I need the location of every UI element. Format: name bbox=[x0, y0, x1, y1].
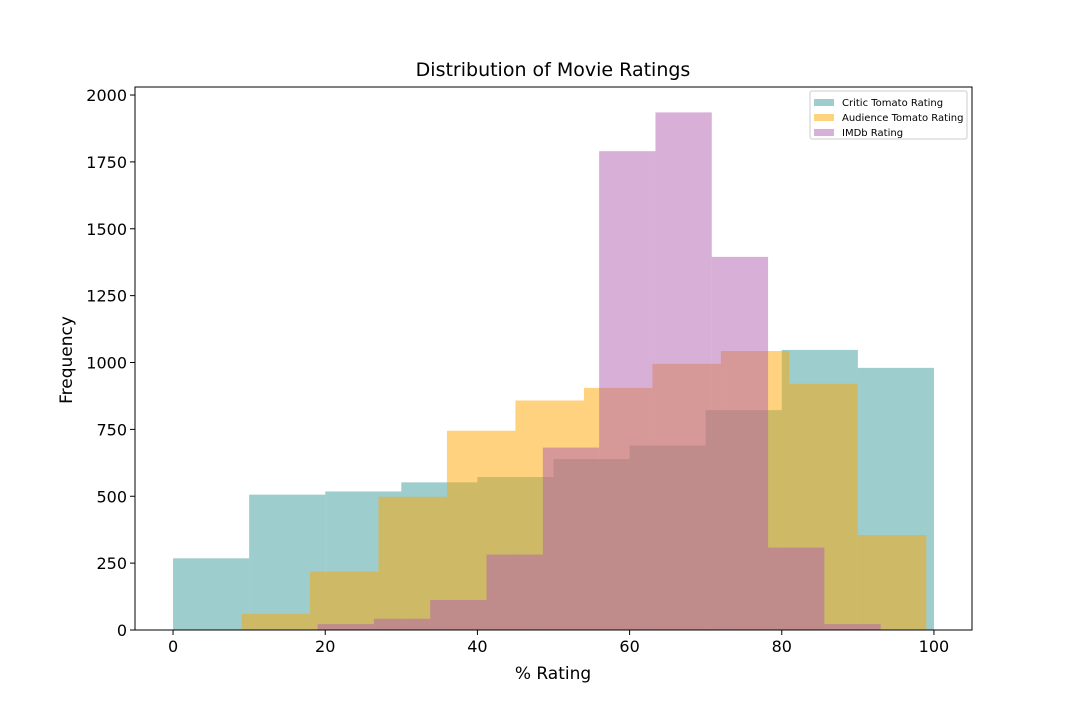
histogram-bar bbox=[373, 618, 431, 630]
histogram-bar bbox=[241, 613, 311, 630]
x-tick-label: 80 bbox=[772, 637, 792, 656]
y-tick-label: 2000 bbox=[86, 86, 127, 105]
y-tick-label: 0 bbox=[117, 621, 127, 640]
y-tick-label: 500 bbox=[96, 487, 127, 506]
histogram-bar bbox=[486, 554, 543, 630]
x-tick-label: 40 bbox=[467, 637, 487, 656]
y-tick-label: 1000 bbox=[86, 354, 127, 373]
histogram-bar bbox=[599, 151, 656, 631]
histogram-bar bbox=[655, 112, 712, 631]
chart-title: Distribution of Movie Ratings bbox=[416, 59, 691, 81]
histogram-bar bbox=[824, 624, 881, 630]
legend-label: IMDb Rating bbox=[842, 128, 903, 139]
x-axis-label: % Rating bbox=[515, 664, 591, 684]
histogram-bar bbox=[768, 547, 825, 630]
y-tick-label: 250 bbox=[96, 554, 127, 573]
legend-label: Audience Tomato Rating bbox=[842, 113, 963, 124]
x-tick-label: 0 bbox=[168, 637, 178, 656]
y-tick-label: 750 bbox=[96, 420, 127, 439]
bars-layer bbox=[173, 112, 934, 631]
plot-frame bbox=[134, 86, 973, 631]
histogram-bar bbox=[317, 624, 374, 630]
legend-box bbox=[809, 90, 968, 140]
legend-swatch bbox=[814, 114, 834, 121]
legend: Critic Tomato Rating Audience Tomato Rati… bbox=[809, 90, 968, 140]
histogram-bar bbox=[857, 535, 927, 630]
ticks-layer: 0 20 40 60 80 1000250500750100012501500175020… bbox=[86, 86, 949, 656]
legend-swatch bbox=[814, 129, 834, 136]
y-tick-label: 1250 bbox=[86, 287, 127, 306]
x-tick-label: 100 bbox=[919, 637, 950, 656]
histogram-bar bbox=[542, 447, 600, 630]
y-tick-label: 1500 bbox=[86, 220, 127, 239]
histogram-bar bbox=[310, 571, 379, 630]
legend-swatch bbox=[814, 99, 834, 106]
histogram-bar bbox=[430, 600, 487, 630]
y-tick-label: 1750 bbox=[86, 153, 127, 172]
series-2-bars bbox=[317, 112, 881, 631]
histogram-bar bbox=[173, 558, 250, 630]
y-axis-label: Frequency bbox=[57, 316, 77, 404]
legend-label: Critic Tomato Rating bbox=[842, 98, 943, 109]
histogram-bar bbox=[711, 256, 769, 630]
x-tick-label: 20 bbox=[315, 637, 335, 656]
x-tick-label: 60 bbox=[619, 637, 639, 656]
